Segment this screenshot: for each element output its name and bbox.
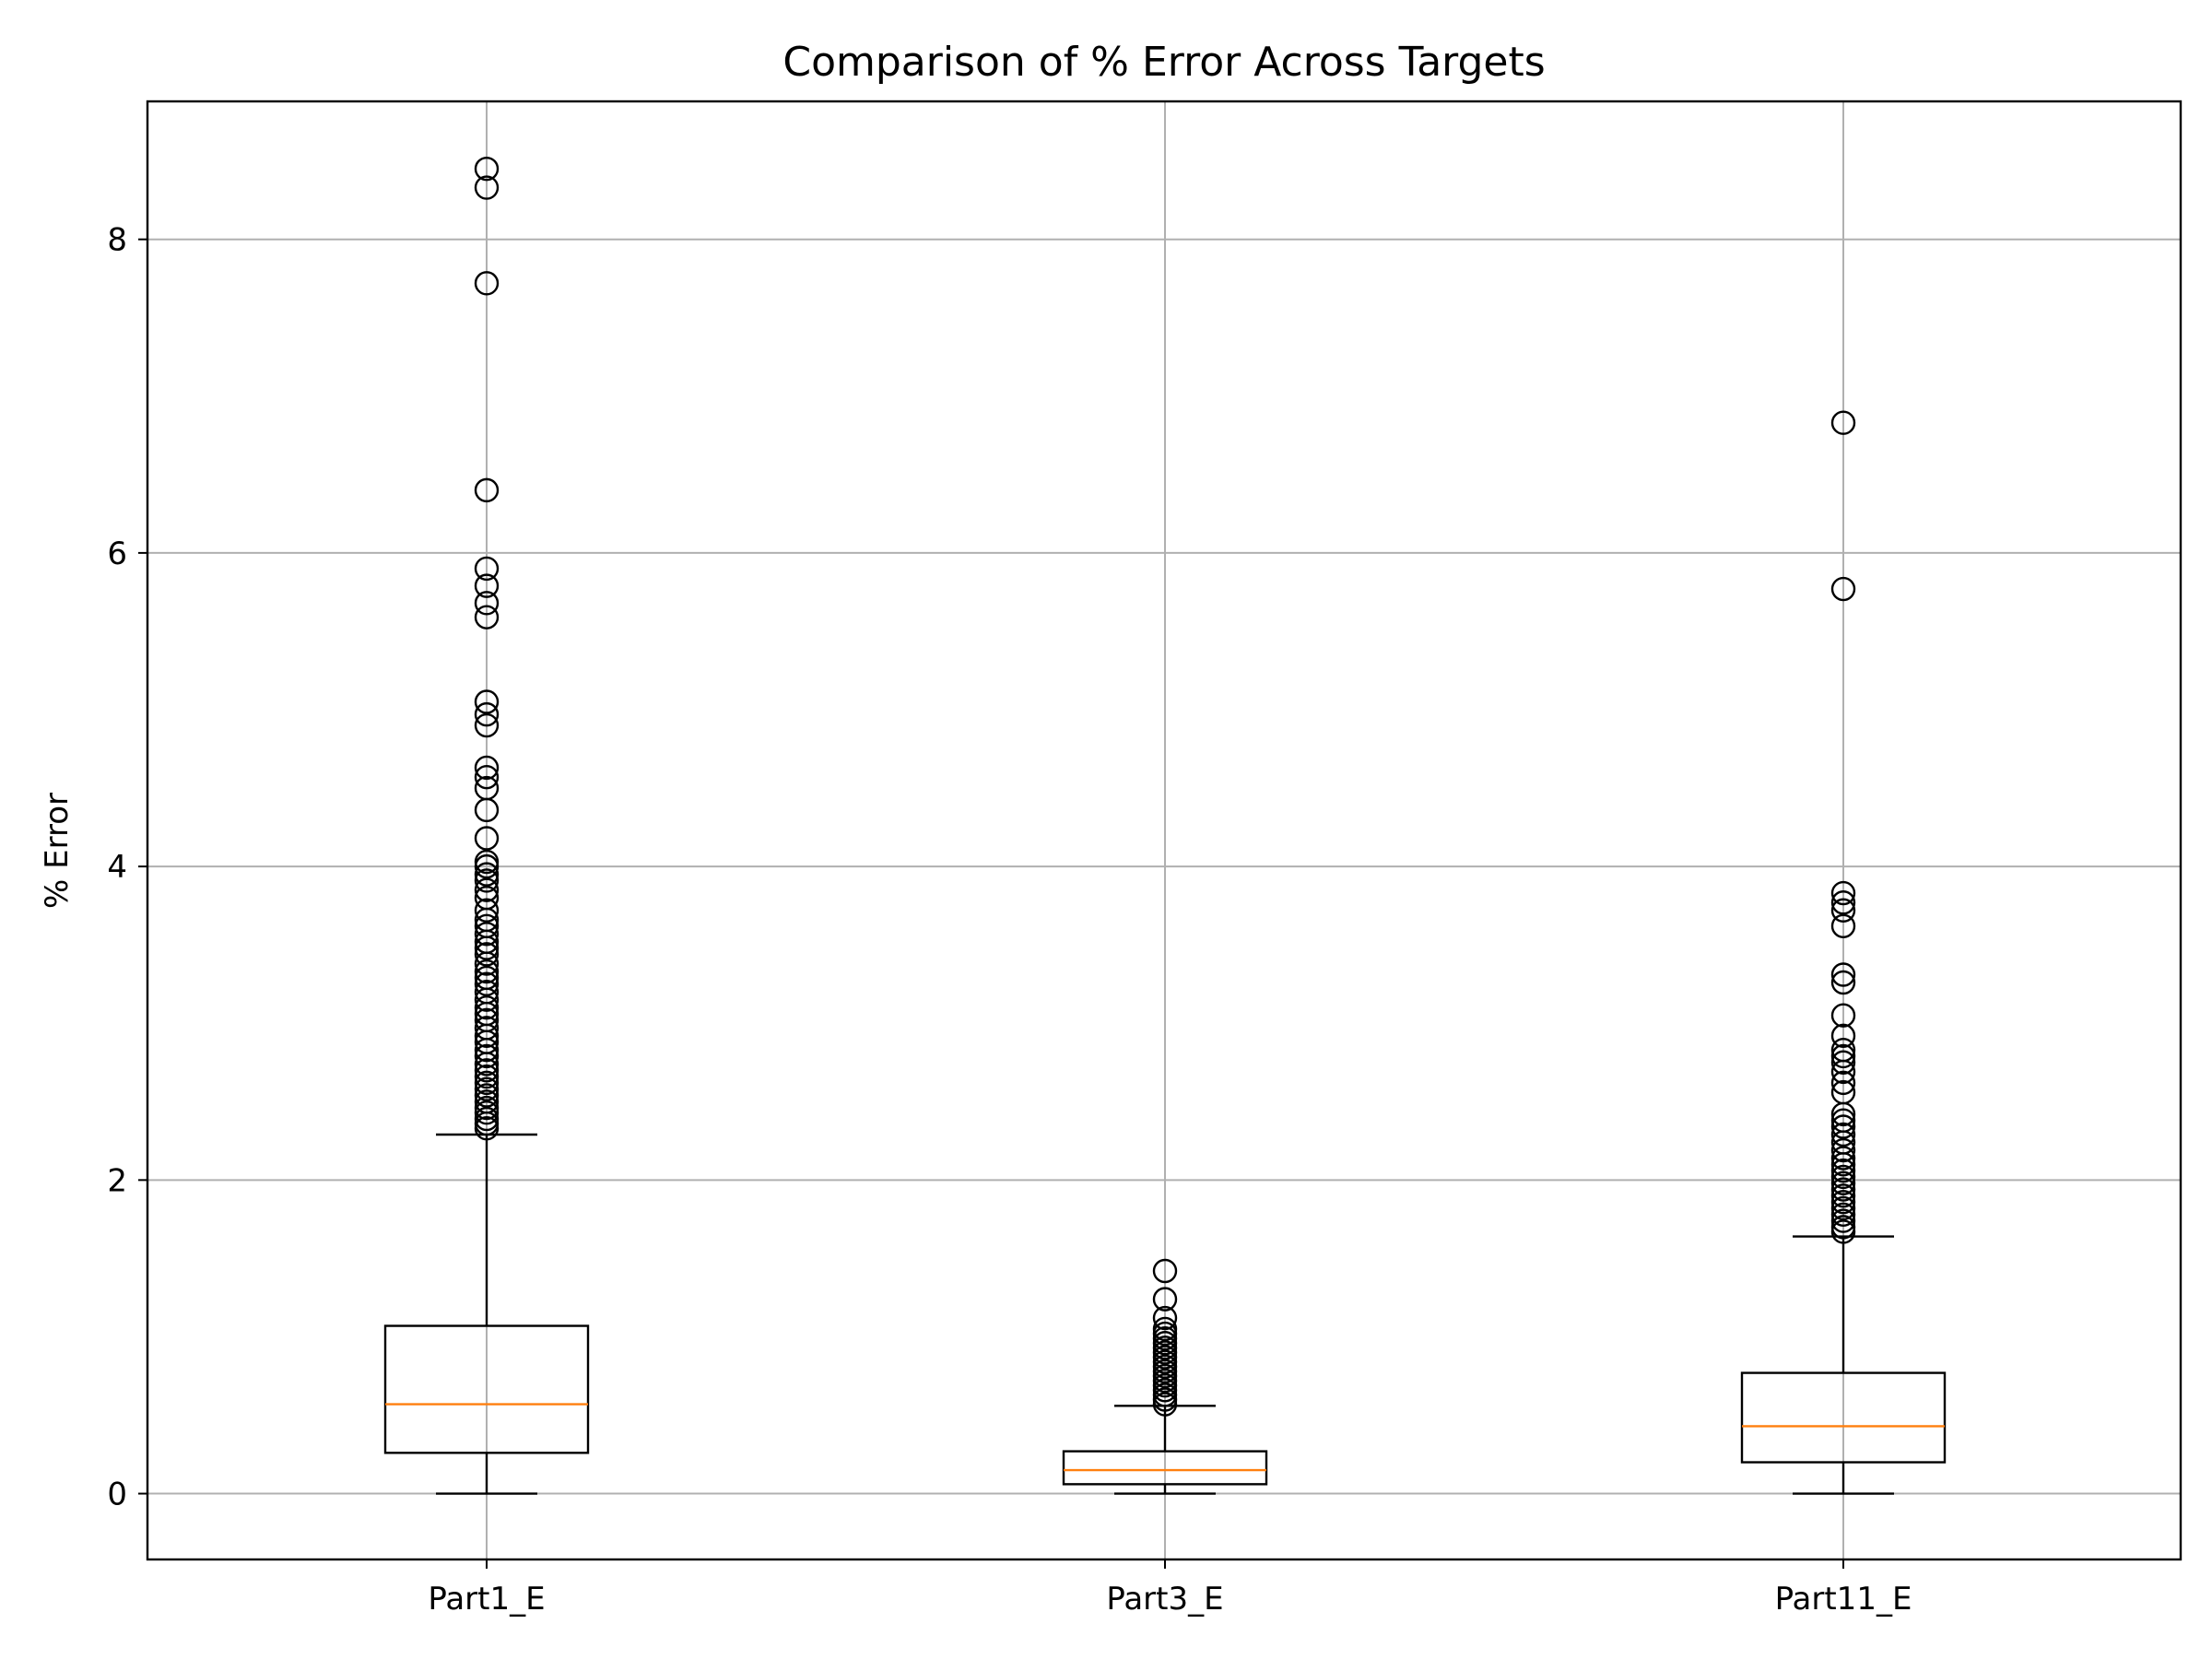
- outlier-point: [474, 898, 500, 923]
- outlier-point: [1830, 1137, 1856, 1163]
- outlier-point: [474, 701, 500, 727]
- iqr-box: [383, 1324, 590, 1454]
- axis-ticks: 0 2 4 6 8 Part1_E Part3_E Part11_E: [107, 222, 1912, 1618]
- outlier-point: [474, 877, 500, 902]
- y-tick-label: 2: [107, 1162, 127, 1199]
- outlier-point: [474, 1077, 500, 1101]
- outlier-point: [1152, 1258, 1178, 1284]
- outlier-point: [1830, 1059, 1856, 1085]
- outlier-point: [1830, 1195, 1856, 1221]
- outlier-point: [1830, 1177, 1856, 1202]
- outlier-point: [1830, 1208, 1856, 1233]
- outlier-point: [474, 868, 500, 893]
- x-tick-label: Part11_E: [1775, 1581, 1912, 1618]
- outlier-point: [474, 1037, 500, 1063]
- outlier-point: [1830, 1114, 1856, 1139]
- outlier-point: [474, 1023, 500, 1049]
- outlier-point: [474, 605, 500, 629]
- outlier-point: [474, 922, 500, 947]
- y-tick-label: 0: [107, 1477, 127, 1513]
- outlier-point: [1830, 1070, 1856, 1096]
- outlier-point: [474, 1058, 500, 1083]
- iqr-box: [1740, 1371, 1947, 1464]
- outlier-point: [1830, 1050, 1856, 1075]
- outlier-point: [474, 175, 500, 200]
- outlier-point: [474, 935, 500, 960]
- outlier-point: [474, 1052, 500, 1077]
- outlier-point: [1830, 1122, 1856, 1147]
- outlier-point: [1830, 880, 1856, 906]
- y-tick-label: 6: [107, 535, 127, 572]
- box-part1-e: [383, 156, 590, 1495]
- outlier-point: [474, 271, 500, 296]
- outlier-point: [1830, 913, 1856, 938]
- x-tick-label: Part3_E: [1106, 1581, 1223, 1618]
- outlier-point: [474, 556, 500, 582]
- x-tick-label: Part1_E: [428, 1581, 545, 1618]
- outlier-point: [474, 1070, 500, 1096]
- chart-title: Comparison of % Error Across Targets: [782, 39, 1545, 86]
- outlier-point: [1830, 1146, 1856, 1171]
- outlier-point: [474, 951, 500, 976]
- plot-frame: [146, 100, 2183, 1561]
- y-axis-label: % Error: [39, 793, 76, 909]
- outlier-point: [1152, 1305, 1178, 1331]
- outlier-point: [474, 826, 500, 851]
- outlier-point: [1152, 1287, 1178, 1312]
- outlier-point: [474, 477, 500, 503]
- iqr-box: [1062, 1450, 1268, 1486]
- outlier-point: [1830, 1158, 1856, 1183]
- outlier-point: [1830, 890, 1856, 915]
- outlier-point: [1830, 970, 1856, 995]
- outlier-point: [1830, 962, 1856, 987]
- box-series: [383, 156, 1947, 1495]
- outlier-point: [474, 1043, 500, 1069]
- outlier-point: [474, 995, 500, 1020]
- outlier-point: [474, 862, 500, 887]
- outlier-point: [474, 764, 500, 790]
- outlier-point: [1830, 1183, 1856, 1208]
- outlier-point: [1830, 1152, 1856, 1177]
- outlier-point: [474, 1064, 500, 1089]
- outlier-point: [474, 591, 500, 616]
- outlier-point: [1830, 1043, 1856, 1069]
- outlier-point: [1152, 1392, 1178, 1417]
- y-tick-label: 8: [107, 222, 127, 259]
- outlier-point: [474, 942, 500, 967]
- outlier-point: [1830, 1202, 1856, 1227]
- y-tick-label: 4: [107, 849, 127, 886]
- box-part11-e: [1740, 410, 1947, 1495]
- outlier-point: [1830, 576, 1856, 602]
- outlier-point: [474, 971, 500, 996]
- box-part3-e: [1062, 1258, 1268, 1495]
- outlier-point: [1830, 1171, 1856, 1195]
- outlier-point: [474, 1083, 500, 1108]
- outlier-point: [1830, 898, 1856, 923]
- outlier-point: [474, 987, 500, 1012]
- outlier-point: [474, 1100, 500, 1125]
- outlier-point: [1830, 1003, 1856, 1028]
- outlier-point: [474, 712, 500, 738]
- outlier-point: [1830, 1189, 1856, 1215]
- outlier-point: [1830, 1219, 1856, 1244]
- outlier-point: [1830, 1023, 1856, 1049]
- outlier-point: [1830, 1101, 1856, 1127]
- outlier-point: [474, 1116, 500, 1141]
- outlier-point: [474, 573, 500, 598]
- outlier-point: [474, 959, 500, 984]
- outlier-point: [474, 853, 500, 879]
- outlier-point: [474, 156, 500, 182]
- outlier-point: [474, 755, 500, 781]
- outlier-point: [1830, 410, 1856, 435]
- outlier-point: [1830, 1164, 1856, 1190]
- outlier-point: [474, 797, 500, 823]
- outlier-point: [474, 689, 500, 714]
